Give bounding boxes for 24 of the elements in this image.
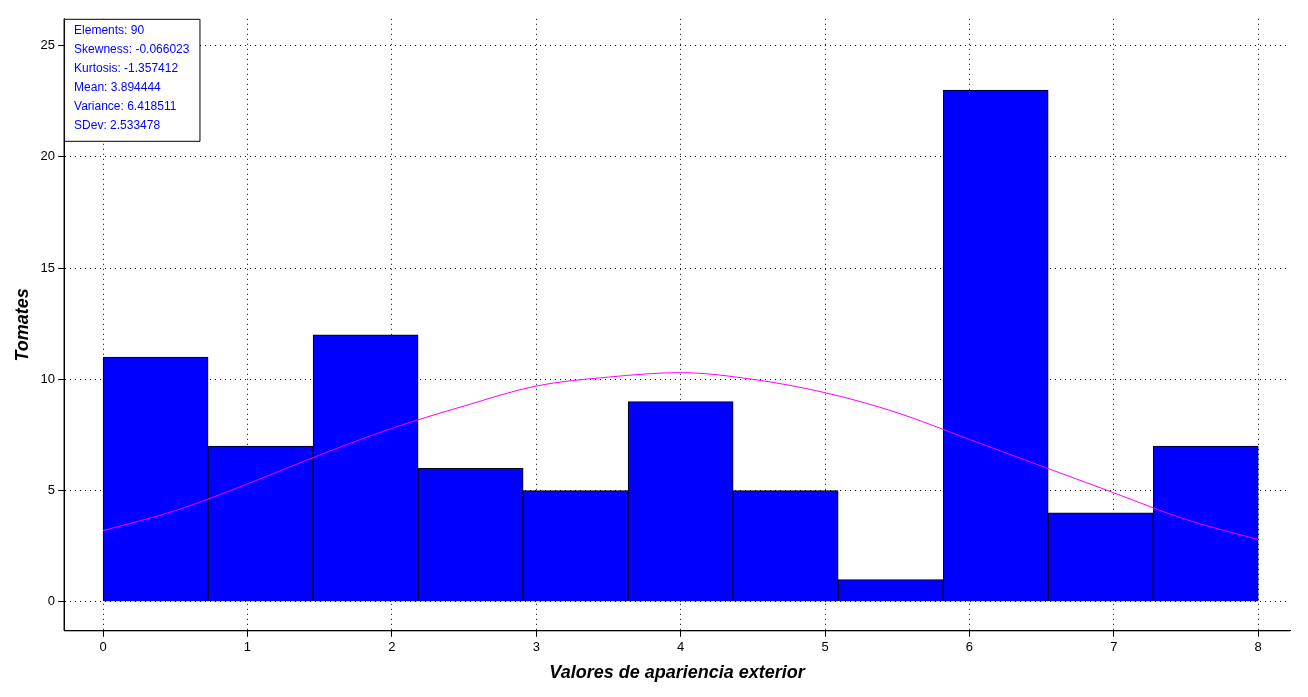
y-axis-title: Tomates	[11, 288, 32, 362]
annotation: Kurtosis: -1.357412	[74, 61, 179, 76]
y-tick-label: 0	[47, 593, 56, 609]
x-tick-label: 8	[1254, 639, 1262, 655]
line-series	[102, 372, 1259, 541]
y-tick-label: 5	[47, 482, 56, 498]
x-tick-label: 6	[965, 639, 974, 655]
annotation: Mean: 3.894444	[74, 80, 162, 95]
x-tick-label: 1	[243, 639, 252, 655]
annotation: Elements: 90	[74, 23, 145, 38]
annotation: SDev: 2.533478	[74, 118, 161, 133]
y-tick-label: 15	[40, 259, 56, 275]
x-axis-title: Valores de apariencia exterior	[549, 662, 806, 683]
annotation: Skewness: -0.066023	[74, 42, 190, 57]
x-tick-label: 4	[677, 639, 685, 655]
x-tick-label: 3	[532, 639, 540, 655]
x-tick-label: 5	[821, 639, 829, 655]
x-tick-label: 7	[1110, 639, 1118, 655]
annotation: Variance: 6.418511	[74, 99, 177, 114]
y-tick-label: 20	[40, 148, 56, 164]
x-tick-label: 2	[388, 639, 396, 655]
y-tick-label: 10	[40, 370, 56, 386]
y-tick-label: 25	[40, 37, 56, 53]
x-tick-label: 0	[99, 639, 107, 655]
